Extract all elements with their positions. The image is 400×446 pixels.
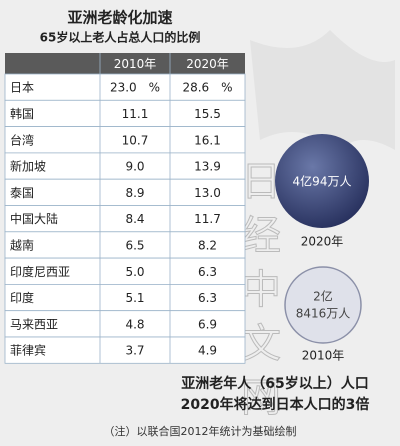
table-cell: 13.0	[194, 186, 221, 200]
table-row	[4, 283, 246, 312]
table-row	[4, 257, 246, 285]
row-label: 泰国	[10, 186, 34, 200]
title: 亚洲老龄化加速	[67, 9, 172, 27]
table-cell: 6.9	[198, 317, 217, 331]
table-cell: 16.1	[194, 133, 221, 147]
table-cell: 4.9	[198, 344, 217, 358]
table-cell: 4.8	[125, 317, 144, 331]
bubble-2010	[284, 266, 362, 344]
table-cell: 15.5	[194, 107, 221, 121]
table-row	[4, 231, 246, 259]
table-row	[4, 205, 246, 233]
table-row	[4, 336, 246, 364]
subtitle: 65岁以上老人占总人口的比例	[40, 30, 201, 45]
table-cell: 10.7	[122, 133, 149, 147]
bubble-year: 2010年	[302, 349, 345, 363]
table-cell: 11.7	[194, 212, 221, 226]
table-row	[4, 99, 246, 128]
table-cell: 8.9	[125, 186, 144, 200]
table-cell: 11.1	[122, 107, 149, 121]
table-row	[4, 178, 246, 206]
table-row	[4, 310, 246, 338]
table-row	[4, 126, 246, 154]
row-label: 印度尼西亚	[10, 264, 70, 279]
row-label: 新加坡	[10, 159, 46, 174]
row-label: 韩国	[10, 106, 34, 121]
table-cell: 13.9	[194, 160, 221, 174]
row-label: 越南	[10, 237, 34, 252]
bubble-value: 8416万人	[296, 307, 351, 321]
table-cell: 5.1	[125, 291, 144, 305]
table-cell: 23.0 %	[110, 81, 160, 95]
bubble-2020	[275, 134, 369, 228]
row-label: 菲律宾	[10, 343, 46, 358]
table-cell: 3.7	[125, 344, 144, 358]
bubble-value: 4亿94万人	[293, 174, 352, 189]
row-label: 中国大陆	[10, 211, 58, 226]
table-cell: 5.0	[125, 265, 144, 279]
table-cell: 6.5	[125, 238, 144, 252]
bubble-value: 2亿	[313, 289, 333, 304]
table-header-bg	[5, 53, 245, 74]
caption: 亚洲老年人（65岁以上）人口	[181, 375, 368, 392]
note: （注）以联合国2012年统计为基础绘制	[104, 424, 297, 438]
column-header: 2010年	[114, 57, 157, 71]
table-cell: 28.6 %	[182, 81, 232, 95]
table-cell: 6.3	[198, 265, 217, 279]
row-label: 日本	[10, 81, 34, 95]
table-cell: 9.0	[125, 160, 144, 174]
bubble-year: 2020年	[301, 235, 344, 249]
table-cell: 8.2	[198, 238, 217, 252]
column-header: 2020年	[186, 57, 229, 71]
table-cell: 8.4	[125, 212, 144, 226]
row-label: 印度	[10, 290, 34, 305]
row-label: 台湾	[10, 132, 34, 147]
table-cell: 6.3	[198, 291, 217, 305]
map-shape	[250, 30, 395, 150]
row-label: 马来西亚	[10, 317, 58, 331]
table-row	[4, 152, 246, 180]
caption: 2020年将达到日本人口的3倍	[181, 396, 370, 413]
